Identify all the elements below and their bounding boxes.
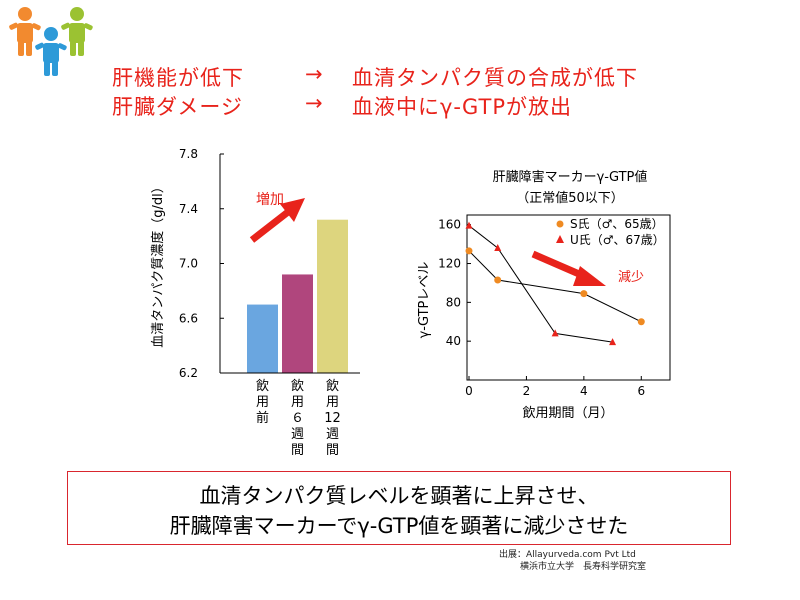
line-chart-legend: S氏（♂、65歳） U氏（♂、67歳）: [556, 217, 665, 247]
bar-category-label: 飲用前: [256, 378, 269, 426]
headline-row1-cause: 肝機能が低下: [112, 66, 244, 90]
bar-category-char: 用: [326, 395, 339, 410]
source-line-1: 出展：Allayurveda.com Pvt Ltd: [499, 550, 636, 560]
summary-line-2: 肝臓障害マーカーでγ-GTP値を顕著に減少させた: [169, 514, 629, 538]
bar-category-char: 12: [324, 411, 341, 426]
series-point: [494, 276, 502, 284]
legend-label: U氏（♂、67歳）: [570, 233, 665, 247]
bar-category-char: 間: [291, 443, 304, 458]
bar-chart-annotation: 増加: [256, 192, 284, 208]
headline-row1-effect: 血清タンパク質の合成が低下: [352, 66, 638, 90]
bar-category-char: 飲: [291, 378, 304, 394]
summary-box: 血清タンパク質レベルを顕著に上昇させ、 肝臓障害マーカーでγ-GTP値を顕著に減…: [67, 471, 731, 545]
headline-row1-arrow: →: [305, 62, 324, 86]
ggtp-line-chart: γ-GTPレベル 40 80 120 160 0 2 4 6 S氏（♂、65歳） U氏（♂、67…: [417, 214, 671, 421]
people-logo-icon: [9, 7, 93, 76]
line-chart-ylabel: γ-GTPレベル: [417, 262, 432, 339]
series-s: [465, 247, 645, 326]
bar-3: [317, 219, 348, 373]
line-y-tick-label: 120: [438, 257, 461, 271]
line-chart-subtitle: （正常値50以下）: [516, 191, 624, 206]
bar-category-char: 飲: [256, 378, 269, 394]
series-u: [465, 221, 617, 346]
summary-line-1: 血清タンパク質レベルを顕著に上昇させ、: [199, 484, 599, 508]
series-point: [551, 329, 559, 337]
series-point: [609, 338, 617, 346]
legend-label: S氏（♂、65歳）: [570, 217, 664, 231]
protein-bar-chart: 血清タンパク質濃度（g/dl） 6.26.67.07.47.8 飲用前飲用６週間…: [150, 147, 360, 458]
person-green-icon: [61, 7, 93, 56]
series-point: [494, 244, 502, 251]
bar-y-tick-label: 6.6: [179, 311, 198, 325]
bar-category-char: 前: [256, 410, 269, 426]
legend-marker-circle-icon: [556, 220, 564, 228]
bar-category-char: 用: [256, 395, 269, 410]
bar-chart-ylabel-text: 血清タンパク質濃度（g/dl）: [150, 180, 166, 348]
increase-arrow-icon: [249, 198, 305, 243]
decrease-arrow-icon: [531, 250, 606, 286]
bar-y-tick-label: 7.0: [179, 257, 198, 271]
line-chart-title: 肝臓障害マーカーγ-GTP値: [492, 170, 648, 185]
series-point: [465, 221, 473, 229]
bar-category-char: 飲: [326, 378, 339, 394]
series-line: [468, 225, 613, 343]
bar-y-tick-label: 6.2: [179, 366, 198, 380]
bar-category-char: 用: [291, 395, 304, 410]
person-blue-icon: [35, 27, 67, 76]
bar-chart-ylabel: 血清タンパク質濃度（g/dl）: [150, 180, 166, 348]
person-orange-icon: [9, 7, 41, 56]
line-x-tick-label: 6: [637, 384, 645, 398]
bar-2: [282, 274, 313, 373]
bar-category-char: ６: [291, 411, 304, 426]
line-x-tick-label: 2: [523, 384, 531, 398]
bar-category-char: 週: [291, 427, 304, 442]
bar-y-tick-label: 7.8: [179, 147, 198, 161]
line-x-tick-label: 0: [465, 384, 473, 398]
bar-y-tick-label: 7.4: [179, 202, 198, 216]
headline-row2-effect: 血液中にγ-GTPが放出: [352, 95, 573, 119]
series-point: [465, 247, 473, 255]
bar-category-char: 週: [326, 427, 339, 442]
headline-row2-arrow: →: [305, 91, 324, 115]
line-chart-xlabel: 飲用期間（月）: [522, 405, 613, 421]
line-chart-ylabel-text: γ-GTPレベル: [417, 262, 432, 339]
line-chart-annotation: 減少: [618, 269, 644, 285]
line-chart-frame: [466, 214, 671, 381]
line-y-tick-label: 80: [446, 295, 461, 309]
legend-marker-triangle-icon: [556, 235, 564, 243]
series-line: [468, 250, 642, 323]
line-y-tick-label: 40: [446, 334, 461, 348]
series-point: [580, 290, 588, 298]
line-x-tick-label: 4: [580, 384, 588, 398]
bar-category-char: 間: [326, 443, 339, 458]
bar-1: [247, 304, 278, 373]
source-line-2: 横浜市立大学 長寿科学研究室: [520, 562, 647, 572]
series-point: [637, 318, 645, 326]
headline-row2-cause: 肝臓ダメージ: [112, 95, 243, 119]
line-y-tick-label: 160: [438, 218, 461, 232]
